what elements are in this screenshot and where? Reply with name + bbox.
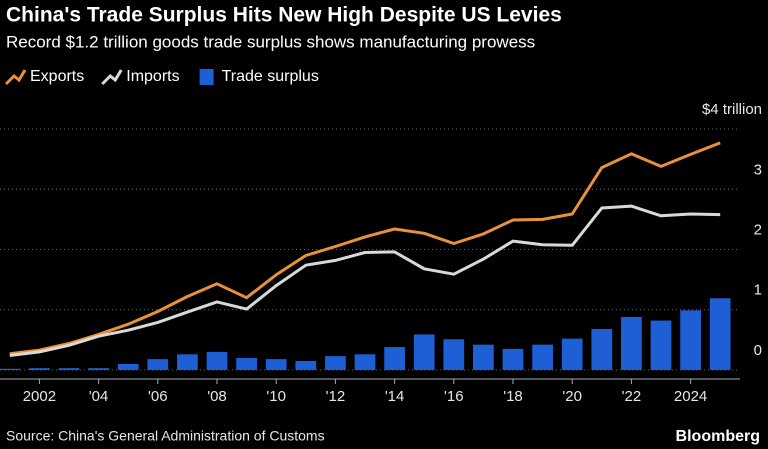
bar xyxy=(354,354,376,370)
bar xyxy=(58,368,80,370)
line xyxy=(9,141,721,356)
legend-label: Imports xyxy=(126,68,179,85)
bar xyxy=(709,298,731,370)
source: Source: China's General Administration o… xyxy=(6,428,325,444)
bar xyxy=(650,320,672,370)
legend-label: Trade surplus xyxy=(222,68,319,85)
legend-icon xyxy=(199,69,214,85)
bar xyxy=(473,344,494,370)
bar xyxy=(265,359,287,370)
x-tick-label: '10 xyxy=(266,388,286,405)
bar xyxy=(88,368,109,370)
y-tick-label: $4 trillion xyxy=(702,101,762,118)
bar xyxy=(413,334,435,370)
bar xyxy=(502,348,524,370)
x-tick-label: '08 xyxy=(207,388,227,405)
bar xyxy=(117,363,139,370)
line xyxy=(9,204,721,357)
x-tick-label: '18 xyxy=(503,388,523,405)
bar xyxy=(147,359,169,370)
bar xyxy=(236,357,257,370)
bar xyxy=(206,351,228,370)
bar xyxy=(621,316,642,370)
y-tick-label: 1 xyxy=(754,282,762,299)
x-tick-label: 2002 xyxy=(23,388,56,405)
x-tick-label: '22 xyxy=(622,388,642,405)
legend-icon xyxy=(4,69,27,86)
y-tick-label: 3 xyxy=(754,161,762,178)
bar xyxy=(177,354,198,370)
bar xyxy=(591,329,613,370)
x-tick-label: 2024 xyxy=(674,388,707,405)
bar xyxy=(561,338,583,370)
y-tick-label: 0 xyxy=(754,342,762,359)
brand: Bloomberg xyxy=(676,428,760,445)
y-tick-label: 2 xyxy=(754,221,762,238)
bar xyxy=(680,310,701,370)
bar xyxy=(0,368,21,370)
x-tick-label: '06 xyxy=(148,388,168,405)
bar xyxy=(295,360,317,370)
bar xyxy=(29,368,50,370)
bar xyxy=(325,356,346,370)
chart-subtitle: Record $1.2 trillion goods trade surplus… xyxy=(6,32,535,51)
x-tick-label: '14 xyxy=(385,388,405,405)
bar xyxy=(384,347,405,370)
bar xyxy=(532,344,553,370)
x-tick-label: '12 xyxy=(326,388,346,405)
x-tick-label: '20 xyxy=(562,388,582,405)
bar xyxy=(443,339,465,370)
x-tick-label: '04 xyxy=(89,388,109,405)
chart-title: China's Trade Surplus Hits New High Desp… xyxy=(6,4,562,27)
legend-label: Exports xyxy=(30,68,84,85)
legend-icon xyxy=(101,69,123,86)
x-tick-label: '16 xyxy=(444,388,464,405)
